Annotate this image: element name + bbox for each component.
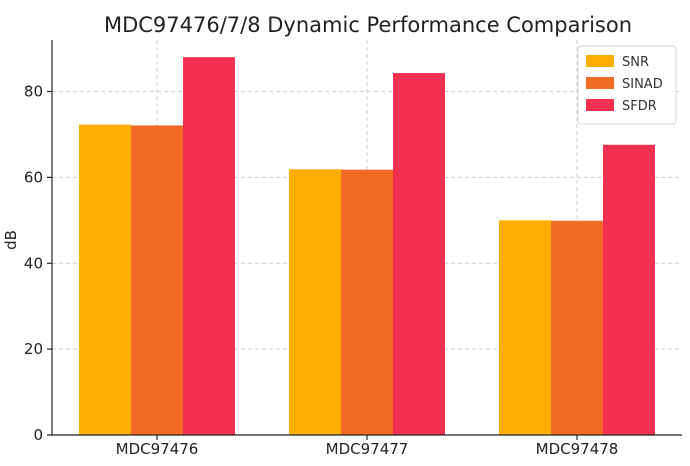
y-tick-label: 60 bbox=[24, 168, 43, 186]
legend-label-sfdr: SFDR bbox=[622, 99, 657, 114]
legend-label-sinad: SINAD bbox=[622, 77, 663, 92]
x-tick-label: MDC97476 bbox=[116, 440, 199, 458]
legend-swatch-snr bbox=[586, 55, 614, 67]
legend-swatch-sfdr bbox=[586, 99, 614, 111]
y-tick-label: 40 bbox=[24, 254, 43, 272]
bar-sfdr-mdc97476 bbox=[183, 57, 235, 435]
bar-snr-mdc97477 bbox=[289, 169, 341, 435]
x-tick-label: MDC97478 bbox=[536, 440, 619, 458]
y-tick-label: 80 bbox=[24, 83, 43, 101]
legend-label-snr: SNR bbox=[622, 55, 649, 70]
legend: SNR SINAD SFDR bbox=[577, 45, 677, 125]
bar-sfdr-mdc97477 bbox=[393, 73, 445, 435]
y-tick-label: 0 bbox=[33, 426, 43, 444]
bar-sinad-mdc97476 bbox=[131, 125, 183, 435]
axes bbox=[47, 40, 682, 440]
bar-snr-mdc97478 bbox=[499, 220, 551, 435]
bar-sinad-mdc97477 bbox=[341, 169, 393, 436]
chart-title: MDC97476/7/8 Dynamic Performance Compari… bbox=[104, 13, 632, 37]
bar-sfdr-mdc97478 bbox=[603, 144, 655, 435]
legend-swatch-sinad bbox=[586, 77, 614, 89]
bar-sinad-mdc97478 bbox=[551, 220, 603, 435]
y-tick-label: 20 bbox=[24, 340, 43, 358]
y-axis-label: dB bbox=[2, 230, 20, 250]
bars bbox=[79, 57, 655, 436]
tick-labels: 0 20 40 60 80 MDC97476 MDC97477 MDC97478 bbox=[24, 83, 618, 458]
bar-snr-mdc97476 bbox=[79, 124, 131, 436]
x-tick-label: MDC97477 bbox=[326, 440, 409, 458]
